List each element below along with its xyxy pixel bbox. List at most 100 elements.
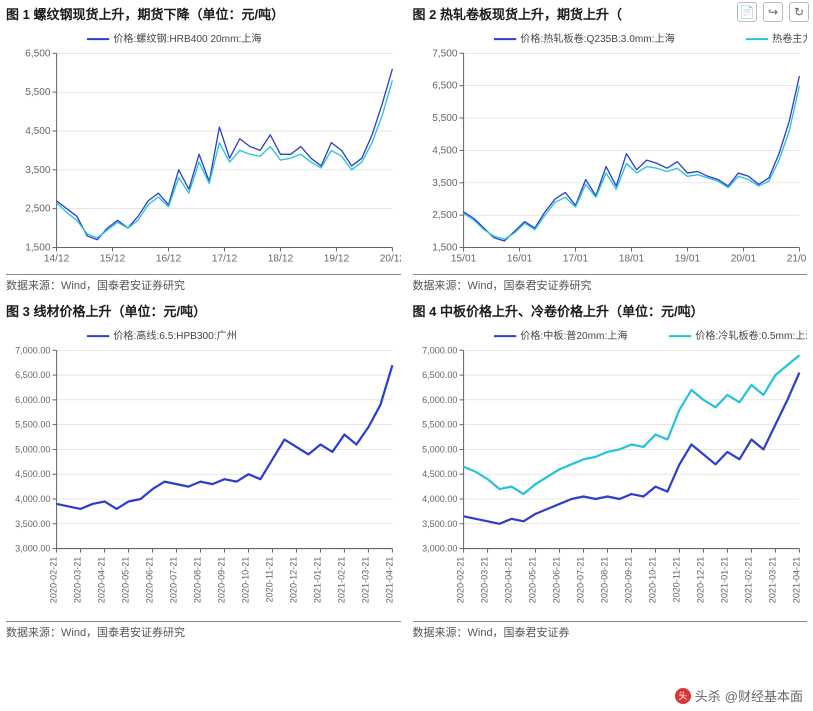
svg-text:2020-07-21: 2020-07-21 <box>575 556 585 603</box>
svg-text:6,000.00: 6,000.00 <box>15 395 50 405</box>
svg-text:4,000.00: 4,000.00 <box>15 494 50 504</box>
svg-text:2020-04-21: 2020-04-21 <box>503 556 513 603</box>
svg-text:4,500: 4,500 <box>432 145 458 156</box>
svg-text:4,500.00: 4,500.00 <box>15 469 50 479</box>
share-icon[interactable]: ↪ <box>763 2 783 22</box>
svg-text:2021-03-21: 2021-03-21 <box>360 556 370 603</box>
svg-text:6,500: 6,500 <box>25 48 51 59</box>
svg-text:20/12: 20/12 <box>380 254 401 265</box>
svg-text:2020-12-21: 2020-12-21 <box>288 556 298 603</box>
svg-text:2020-08-21: 2020-08-21 <box>193 556 203 603</box>
svg-text:18/01: 18/01 <box>618 254 644 265</box>
copy-icon[interactable]: 📄 <box>737 2 757 22</box>
svg-text:3,500: 3,500 <box>25 165 51 176</box>
attribution-prefix: 头杀 <box>695 686 721 705</box>
svg-text:6,500: 6,500 <box>432 81 458 92</box>
source-label-2: 数据来源：Wind，国泰君安证券研究 <box>413 274 808 293</box>
svg-text:15/01: 15/01 <box>450 254 476 265</box>
panel-3: 图 3 线材价格上升（单位：元/吨） 3,000.003,500.004,000… <box>6 301 401 640</box>
source-label-1: 数据来源：Wind，国泰君安证券研究 <box>6 274 401 293</box>
svg-text:2021-03-21: 2021-03-21 <box>767 556 777 603</box>
svg-text:3,000.00: 3,000.00 <box>422 543 457 553</box>
svg-text:4,500.00: 4,500.00 <box>422 469 457 479</box>
attribution-icon: 头 <box>675 688 691 704</box>
svg-text:2020-03-21: 2020-03-21 <box>479 556 489 603</box>
svg-text:18/12: 18/12 <box>268 254 294 265</box>
toolbar: 📄 ↪ ↻ <box>737 2 809 22</box>
svg-text:2021-01-21: 2021-01-21 <box>719 556 729 603</box>
svg-text:16/01: 16/01 <box>506 254 532 265</box>
svg-text:14/12: 14/12 <box>44 254 70 265</box>
svg-text:热卷主力价格: 热卷主力价格 <box>772 32 807 45</box>
chart-1: 1,5002,5003,5004,5005,5006,50014/1215/12… <box>6 27 401 270</box>
svg-text:2020-05-21: 2020-05-21 <box>121 556 131 603</box>
svg-text:2020-10-21: 2020-10-21 <box>647 556 657 603</box>
svg-text:2020-11-21: 2020-11-21 <box>671 556 681 602</box>
svg-text:6,500.00: 6,500.00 <box>15 370 50 380</box>
svg-text:5,500: 5,500 <box>25 87 51 98</box>
svg-text:7,000.00: 7,000.00 <box>15 345 50 355</box>
svg-text:19/12: 19/12 <box>324 254 350 265</box>
refresh-icon[interactable]: ↻ <box>789 2 809 22</box>
svg-text:7,500: 7,500 <box>432 48 458 59</box>
svg-text:3,500: 3,500 <box>432 178 458 189</box>
svg-text:5,000.00: 5,000.00 <box>15 444 50 454</box>
chart-title-1: 图 1 螺纹钢现货上升，期货下降（单位：元/吨） <box>6 4 401 23</box>
svg-text:16/12: 16/12 <box>156 254 182 265</box>
svg-text:20/01: 20/01 <box>730 254 756 265</box>
svg-text:2021-01-21: 2021-01-21 <box>312 556 322 603</box>
svg-text:2021-04-21: 2021-04-21 <box>791 556 801 603</box>
svg-text:2020-02-21: 2020-02-21 <box>49 556 59 603</box>
svg-text:15/12: 15/12 <box>100 254 126 265</box>
chart-grid: 图 1 螺纹钢现货上升，期货下降（单位：元/吨） 1,500 2,500 3,500… <box>0 0 813 644</box>
svg-text:1,500: 1,500 <box>25 243 51 254</box>
svg-text:价格:中板:普20mm:上海: 价格:中板:普20mm:上海 <box>520 329 627 342</box>
svg-text:5,500.00: 5,500.00 <box>15 419 50 429</box>
svg-text:5,000.00: 5,000.00 <box>422 444 457 454</box>
svg-text:价格:高线:6.5:HPB300:广州: 价格:高线:6.5:HPB300:广州 <box>113 329 237 342</box>
panel-2: 图 2 热轧卷板现货上升，期货上升（ 1,5002,5003,5004,5005… <box>413 4 808 293</box>
svg-text:2020-02-21: 2020-02-21 <box>455 556 465 603</box>
source-label-3: 数据来源：Wind，国泰君安证券研究 <box>6 621 401 640</box>
panel-1: 图 1 螺纹钢现货上升，期货下降（单位：元/吨） 1,500 2,500 3,500… <box>6 4 401 293</box>
attribution: 头 头杀 @财经基本面 <box>675 686 803 705</box>
source-label-4: 数据来源：Wind，国泰君安证券 <box>413 621 808 640</box>
chart-3: 3,000.003,500.004,000.004,500.005,000.00… <box>6 324 401 617</box>
svg-text:2021-04-21: 2021-04-21 <box>384 556 394 603</box>
chart-title-4: 图 4 中板价格上升、冷卷价格上升（单位：元/吨） <box>413 301 808 320</box>
svg-text:2020-10-21: 2020-10-21 <box>240 556 250 603</box>
svg-text:2020-12-21: 2020-12-21 <box>695 556 705 603</box>
svg-text:2,500: 2,500 <box>432 210 458 221</box>
svg-text:3,500.00: 3,500.00 <box>422 519 457 529</box>
svg-text:17/01: 17/01 <box>562 254 588 265</box>
svg-text:2020-07-21: 2020-07-21 <box>169 556 179 603</box>
svg-text:4,000.00: 4,000.00 <box>422 494 457 504</box>
svg-text:7,000.00: 7,000.00 <box>422 345 457 355</box>
chart-2: 1,500 2,500 3,500 4,500 5,500 6,500 7,500 15/01… <box>413 27 808 270</box>
svg-text:2020-04-21: 2020-04-21 <box>97 556 107 603</box>
svg-text:价格:热轧板卷:Q235B:3.0mm:上海: 价格:热轧板卷:Q235B:3.0mm:上海 <box>520 32 674 45</box>
svg-text:2020-06-21: 2020-06-21 <box>145 556 155 603</box>
svg-text:5,500: 5,500 <box>432 113 458 124</box>
chart-title-3: 图 3 线材价格上升（单位：元/吨） <box>6 301 401 320</box>
svg-text:1,500: 1,500 <box>432 243 458 254</box>
svg-text:2020-09-21: 2020-09-21 <box>216 556 226 603</box>
svg-text:2,500: 2,500 <box>25 204 51 215</box>
svg-text:2021-02-21: 2021-02-21 <box>743 556 753 603</box>
svg-text:2020-05-21: 2020-05-21 <box>527 556 537 603</box>
svg-text:2020-11-21: 2020-11-21 <box>264 556 274 602</box>
panel-4: 图 4 中板价格上升、冷卷价格上升（单位：元/吨） 3,000.00 3,500.… <box>413 301 808 640</box>
chart-4: 3,000.00 3,500.00 4,000.00 4,500.00 5,000.00… <box>413 324 808 617</box>
svg-text:价格:螺纹钢:HRB400 20mm:上海: 价格:螺纹钢:HRB400 20mm:上海 <box>113 32 261 45</box>
svg-text:6,000.00: 6,000.00 <box>422 395 457 405</box>
svg-text:2020-08-21: 2020-08-21 <box>599 556 609 603</box>
svg-text:19/01: 19/01 <box>674 254 700 265</box>
svg-text:5,500.00: 5,500.00 <box>422 419 457 429</box>
svg-text:2020-06-21: 2020-06-21 <box>551 556 561 603</box>
svg-text:21/01: 21/01 <box>786 254 807 265</box>
svg-text:3,500.00: 3,500.00 <box>15 519 50 529</box>
svg-text:价格:冷轧板卷:0.5mm:上海: 价格:冷轧板卷:0.5mm:上海 <box>695 329 807 342</box>
attribution-handle: @财经基本面 <box>725 686 803 705</box>
svg-text:2020-09-21: 2020-09-21 <box>623 556 633 603</box>
svg-text:17/12: 17/12 <box>212 254 238 265</box>
